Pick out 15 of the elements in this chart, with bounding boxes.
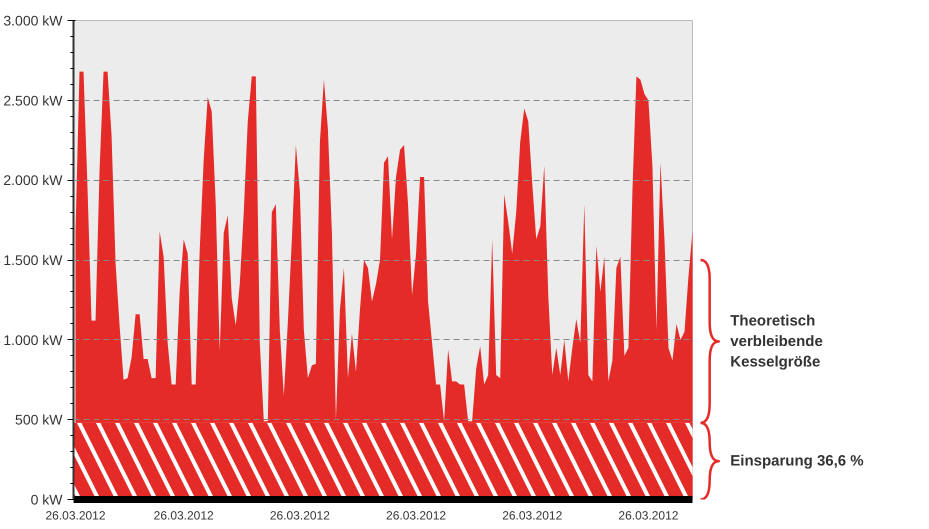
y-tick-label: 1.000 kW [3, 332, 64, 348]
y-tick-label: 500 kW [15, 412, 64, 428]
y-tick-label: 0 kW [30, 492, 64, 508]
y-tick-label: 1.500 kW [3, 252, 64, 268]
x-tick-label: 26.03.2012 [154, 508, 214, 522]
text: Theoretisch verbleibende Kesselgröße [730, 312, 823, 370]
y-tick-label: 3.000 kW [3, 12, 64, 28]
y-tick-label: 2.000 kW [3, 172, 64, 188]
x-tick-label: 26.03.2012 [386, 508, 446, 522]
band-label: Einsparung 36,6 % [730, 452, 864, 470]
x-tick-label: 26.03.2012 [618, 508, 679, 522]
x-tick-label: 26.03.2012 [45, 508, 106, 522]
x-tick-label: 26.03.2012 [270, 508, 330, 522]
y-tick-label: 2.500 kW [3, 92, 64, 108]
x-tick-label: 26.03.2012 [502, 508, 563, 522]
